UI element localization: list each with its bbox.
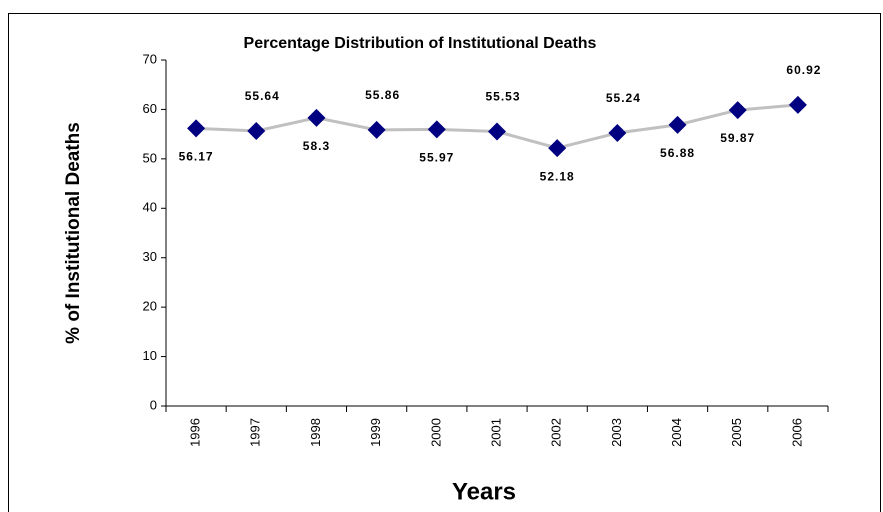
y-tick-label: 10 xyxy=(143,348,157,363)
marker xyxy=(187,119,206,138)
marker xyxy=(307,108,326,127)
x-tick-label: 2002 xyxy=(549,418,564,447)
y-tick-label: 30 xyxy=(143,249,157,264)
x-tick-label: 2001 xyxy=(488,418,503,447)
y-tick-label: 40 xyxy=(143,200,157,215)
x-tick-label: 1996 xyxy=(188,418,203,447)
marker xyxy=(488,122,506,141)
marker xyxy=(548,139,567,158)
y-axis-label: % of Institutional Deaths xyxy=(63,122,84,344)
marker xyxy=(367,120,386,139)
data-label: 55.86 xyxy=(365,88,400,102)
data-label: 55.24 xyxy=(606,91,641,105)
marker xyxy=(668,115,687,134)
x-tick-label: 2006 xyxy=(789,418,804,447)
x-axis-label: Years xyxy=(452,478,516,505)
marker xyxy=(788,95,807,114)
y-tick-label: 70 xyxy=(143,51,157,66)
chart-frame xyxy=(8,13,881,512)
marker xyxy=(427,120,446,139)
marker xyxy=(247,121,266,140)
y-tick-label: 20 xyxy=(143,299,157,314)
x-tick-label: 2000 xyxy=(428,418,443,447)
x-tick-label: 1998 xyxy=(308,418,323,447)
data-label: 59.87 xyxy=(720,131,755,145)
data-label: 60.92 xyxy=(786,63,821,77)
y-tick-label: 0 xyxy=(150,397,157,412)
data-label: 55.53 xyxy=(485,90,520,104)
x-tick-label: 1999 xyxy=(368,418,383,447)
x-tick-label: 2005 xyxy=(729,418,744,447)
data-label: 58.3 xyxy=(303,139,330,153)
x-tick-label: 1997 xyxy=(248,418,263,447)
data-label: 52.18 xyxy=(540,169,575,183)
x-tick-label: 2004 xyxy=(669,418,684,447)
marker xyxy=(728,101,747,120)
marker xyxy=(608,123,627,142)
data-label: 55.64 xyxy=(245,89,280,103)
data-label: 56.88 xyxy=(660,146,695,160)
y-tick-label: 60 xyxy=(143,101,157,116)
data-label: 56.17 xyxy=(179,150,214,164)
x-tick-label: 2003 xyxy=(609,418,624,447)
data-label: 55.97 xyxy=(419,151,454,165)
chart-title: Percentage Distribution of Institutional… xyxy=(244,35,597,52)
y-tick-label: 50 xyxy=(143,150,157,165)
